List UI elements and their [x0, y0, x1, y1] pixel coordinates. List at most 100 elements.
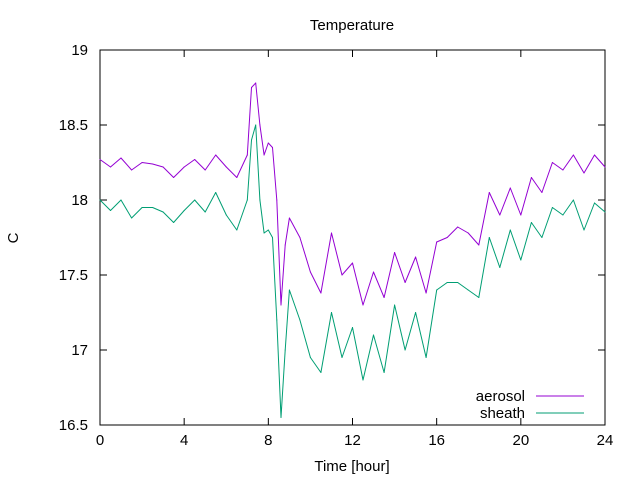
data-point-aerosol [194, 159, 196, 160]
data-point-aerosol [299, 237, 301, 238]
data-point-sheath [320, 372, 322, 373]
x-tick-label: 24 [597, 432, 614, 449]
data-point-sheath [415, 312, 417, 313]
data-point-aerosol [457, 226, 459, 228]
data-point-aerosol [583, 172, 585, 174]
x-tick-label: 8 [264, 432, 272, 449]
x-tick-label: 0 [96, 432, 104, 449]
data-point-aerosol [425, 292, 427, 294]
y-tick-label: 17 [71, 342, 88, 359]
data-point-sheath [373, 334, 374, 336]
data-point-aerosol [551, 162, 553, 163]
data-point-sheath [425, 357, 427, 358]
data-point-sheath [394, 304, 396, 306]
y-tick-label: 16.5 [59, 417, 88, 434]
data-point-aerosol [520, 214, 522, 216]
data-point-sheath [299, 319, 301, 321]
data-point-sheath [520, 259, 522, 261]
data-point-aerosol [530, 177, 532, 178]
data-point-sheath [404, 349, 406, 351]
axis-ticks [99, 49, 606, 426]
data-point-aerosol [120, 157, 122, 159]
data-point-aerosol [110, 166, 111, 168]
data-point-aerosol [509, 187, 511, 189]
data-point-aerosol [331, 232, 332, 234]
data-point-sheath [246, 199, 248, 201]
data-point-sheath [331, 312, 332, 313]
data-point-sheath [530, 222, 532, 223]
data-point-aerosol [352, 262, 353, 264]
data-point-sheath [272, 237, 273, 238]
data-point-aerosol [373, 271, 374, 273]
data-point-sheath [259, 199, 261, 201]
data-point-sheath [225, 214, 227, 216]
data-point-sheath [276, 319, 278, 321]
axis-tick-labels: 0 4 8 12 16 20 24 16.5 17 17.5 18 18.5 19 [59, 42, 614, 449]
data-point-aerosol [383, 297, 385, 298]
data-point-sheath [215, 192, 217, 193]
data-point-sheath [141, 207, 143, 208]
plot-frame [99, 49, 606, 426]
data-point-aerosol [263, 154, 265, 156]
data-point-aerosol [320, 292, 322, 294]
data-point-aerosol [267, 142, 269, 144]
data-point-sheath [263, 232, 265, 234]
x-tick-label: 16 [428, 432, 445, 449]
x-tick-label: 20 [512, 432, 529, 449]
data-point-sheath [457, 282, 459, 283]
data-point-aerosol [141, 162, 143, 163]
data-point-sheath [173, 222, 175, 223]
data-point-aerosol [572, 154, 574, 156]
data-point-aerosol [341, 274, 343, 276]
data-point-sheath [478, 297, 480, 298]
data-point-sheath [572, 199, 574, 201]
data-point-sheath [99, 199, 101, 201]
data-point-aerosol [394, 252, 396, 253]
data-point-aerosol [173, 177, 175, 178]
data-point-sheath [499, 267, 501, 268]
data-point-sheath [362, 379, 364, 381]
data-point-sheath [541, 237, 543, 238]
data-point-aerosol [276, 199, 278, 201]
data-point-aerosol [259, 124, 261, 126]
data-point-sheath [120, 199, 122, 201]
data-point-aerosol [99, 159, 101, 160]
data-point-aerosol [488, 192, 490, 193]
data-point-sheath [383, 372, 385, 373]
data-point-aerosol [162, 166, 164, 168]
data-point-aerosol [436, 241, 438, 243]
data-point-aerosol [362, 304, 364, 306]
data-point-aerosol [594, 154, 595, 156]
data-point-aerosol [541, 192, 543, 193]
data-point-sheath [131, 217, 133, 219]
data-point-aerosol [415, 256, 417, 258]
data-point-sheath [236, 229, 238, 231]
data-point-sheath [594, 202, 595, 204]
x-tick-label: 12 [344, 432, 361, 449]
data-point-sheath [583, 229, 585, 231]
data-point-aerosol [446, 237, 448, 238]
data-point-aerosol [183, 166, 185, 168]
data-point-aerosol [152, 163, 154, 165]
data-point-sheath [604, 211, 606, 213]
data-point-sheath [488, 237, 490, 238]
data-point-sheath [267, 229, 269, 231]
chart-title: Temperature [310, 17, 394, 34]
series-line-sheath [99, 124, 606, 418]
data-point-sheath [183, 210, 185, 211]
data-point-sheath [110, 210, 111, 211]
data-point-sheath [467, 289, 469, 291]
data-point-sheath [352, 327, 353, 328]
y-axis-title: C [5, 232, 22, 243]
data-point-sheath [204, 211, 206, 213]
x-axis-title: Time [hour] [314, 458, 389, 475]
data-point-sheath [509, 229, 511, 231]
data-point-aerosol [246, 154, 248, 156]
y-tick-label: 17.5 [59, 267, 88, 284]
data-point-aerosol [288, 217, 290, 219]
data-point-sheath [551, 207, 553, 208]
data-point-sheath [288, 289, 290, 291]
legend-label-aerosol: aerosol [476, 388, 525, 405]
data-point-sheath [255, 124, 257, 126]
